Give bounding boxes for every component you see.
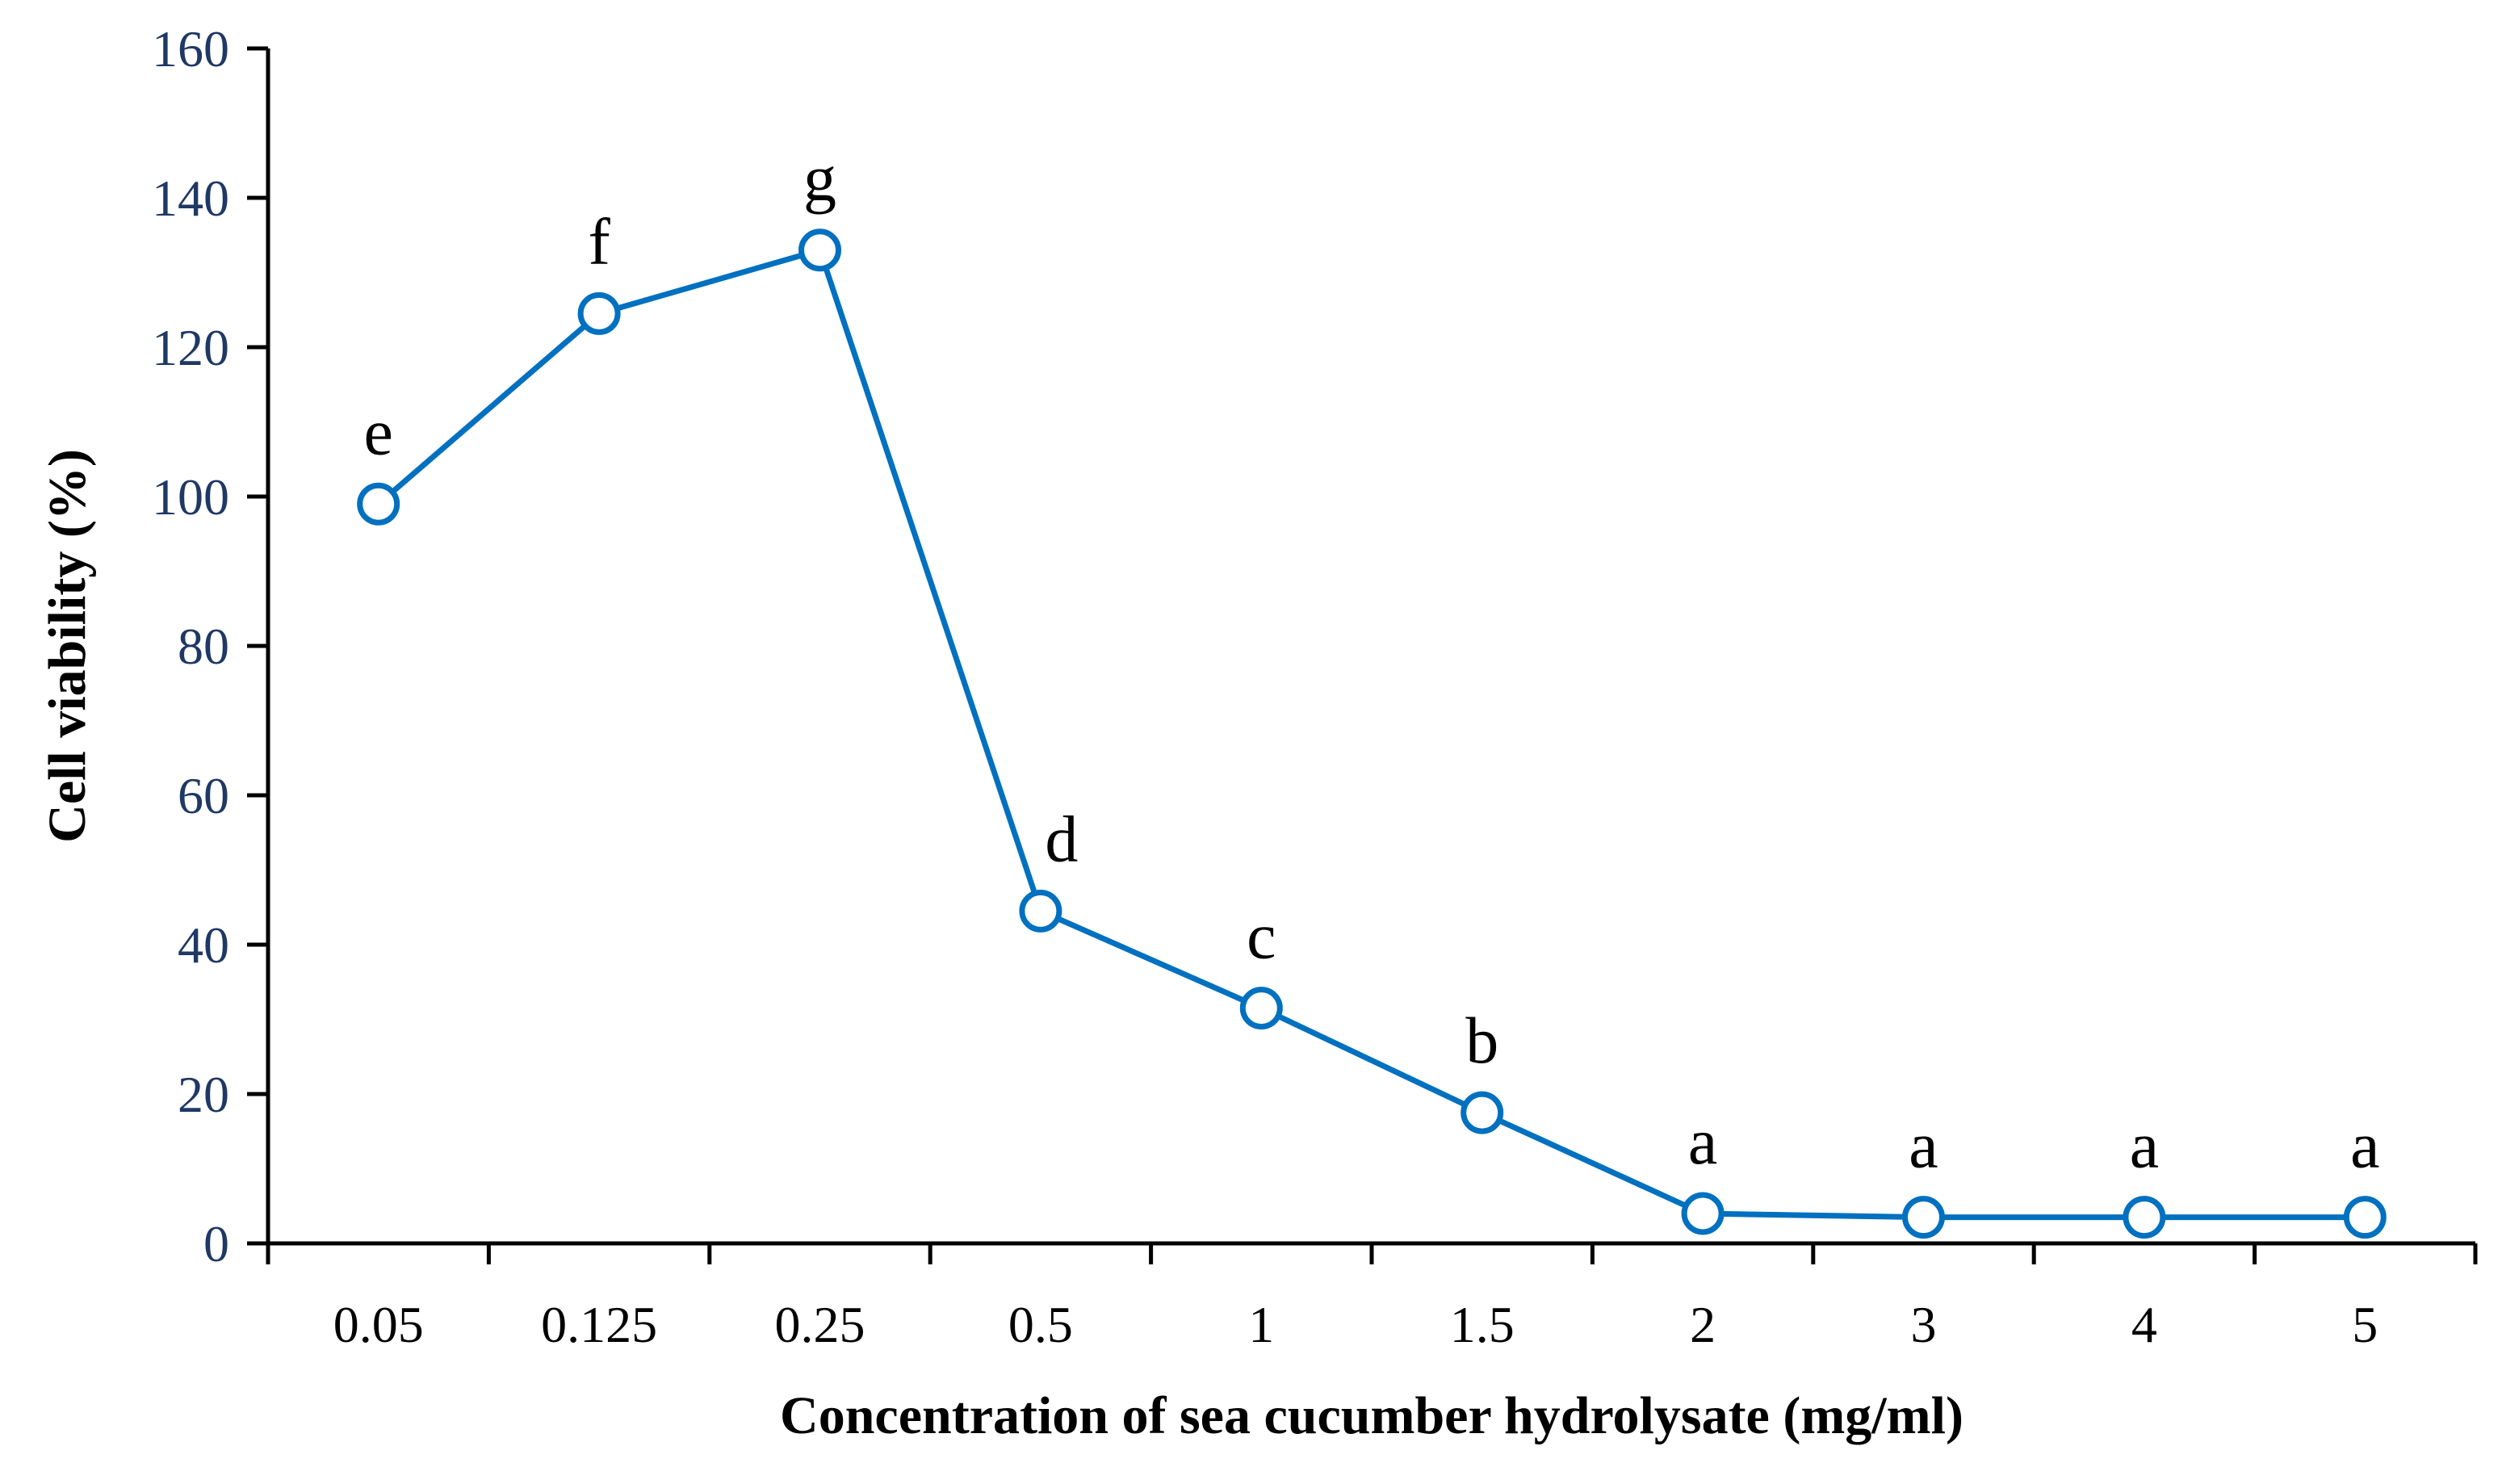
- y-tick-label: 100: [152, 468, 229, 526]
- significance-label: d: [1045, 802, 1078, 875]
- significance-label: a: [1909, 1109, 1938, 1182]
- data-point-marker: [1461, 1091, 1504, 1134]
- significance-label: a: [2350, 1109, 2379, 1182]
- significance-label: c: [1247, 899, 1276, 973]
- data-point-marker: [1019, 889, 1062, 933]
- data-point-marker: [1239, 987, 1283, 1030]
- y-tick-label: 60: [178, 767, 229, 824]
- significance-label: e: [363, 395, 392, 468]
- x-axis-title: Concentration of sea cucumber hydrolysat…: [780, 1386, 1963, 1445]
- significance-label: a: [1688, 1105, 1717, 1178]
- y-tick-label: 140: [152, 170, 229, 227]
- data-point-marker: [2343, 1196, 2387, 1239]
- y-tick-label: 20: [178, 1066, 229, 1123]
- x-tick-label: 1.5: [1450, 1296, 1515, 1353]
- data-point-marker: [1902, 1196, 1945, 1239]
- x-tick-label: 5: [2352, 1296, 2378, 1353]
- y-tick-label: 160: [152, 20, 229, 78]
- y-tick-label: 0: [203, 1215, 229, 1272]
- x-tick-label: 0.05: [333, 1296, 424, 1353]
- x-tick-label: 1: [1248, 1296, 1274, 1353]
- data-point-marker: [577, 291, 621, 335]
- significance-label: b: [1465, 1004, 1498, 1077]
- y-axis: 0 20 40 60 80 100 120 140 160: [152, 20, 270, 1272]
- x-tick-label: 4: [2131, 1296, 2157, 1353]
- x-tick-label: 0.5: [1008, 1296, 1073, 1353]
- significance-label: f: [588, 204, 610, 278]
- data-point-marker: [1681, 1192, 1725, 1235]
- x-axis: 0.05 0.125 0.25 0.5 1 1.5 2 3 4 5: [266, 1241, 2478, 1353]
- significance-label: a: [2130, 1109, 2159, 1182]
- data-point-marker: [357, 482, 400, 526]
- significance-labels: e f g d c b a a a a: [363, 141, 2379, 1182]
- x-tick-label: 2: [1690, 1296, 1716, 1353]
- x-tick-label: 0.25: [775, 1296, 865, 1353]
- data-point-marker: [2123, 1196, 2166, 1239]
- y-tick-label: 120: [152, 319, 229, 376]
- significance-label: g: [803, 141, 836, 215]
- y-tick-label: 40: [178, 916, 229, 974]
- x-tick-label: 3: [1911, 1296, 1937, 1353]
- data-point-marker: [798, 228, 841, 272]
- y-axis-title: Cell viability (%): [38, 449, 97, 843]
- x-tick-label: 0.125: [541, 1296, 657, 1353]
- y-tick-label: 80: [178, 618, 229, 675]
- series-line: [376, 247, 2366, 1221]
- series-cell-viability: [357, 228, 2387, 1239]
